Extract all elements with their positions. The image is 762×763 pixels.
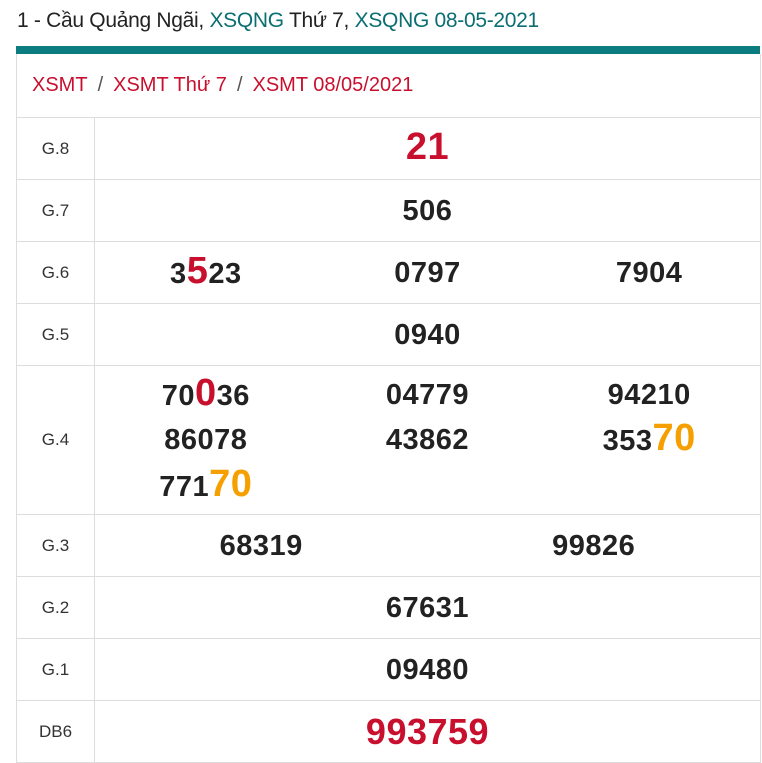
prize-numbers: 70036 04779 94210 86078 43862 35370 77170 bbox=[95, 366, 760, 514]
highlighted-digits: 5 bbox=[186, 250, 209, 292]
title-text: Thứ 7, bbox=[283, 9, 355, 32]
prize-row-g8: G.8 21 bbox=[17, 118, 760, 180]
prize-number: 09480 bbox=[386, 649, 469, 691]
xsqng-date-link[interactable]: XSQNG 08-05-2021 bbox=[354, 9, 540, 32]
highlighted-digits: 21 bbox=[405, 126, 450, 168]
prize-row-g6: G.6 3523 0797 7904 bbox=[17, 242, 760, 304]
prize-number: 04779 bbox=[386, 374, 469, 416]
prize-number: 7904 bbox=[616, 252, 683, 294]
prize-number: 70036 bbox=[162, 372, 250, 417]
prize-number: 0797 bbox=[394, 252, 461, 294]
prize-number: 68319 bbox=[220, 525, 303, 567]
page-title: 1 - Cầu Quảng Ngãi, XSQNG Thứ 7, XSQNG 0… bbox=[17, 9, 539, 33]
breadcrumb-separator: / bbox=[97, 74, 104, 96]
digits: 43862 bbox=[385, 423, 470, 456]
digits: 68319 bbox=[219, 529, 303, 562]
prize-numbers: 67631 bbox=[95, 577, 760, 638]
prize-number: 86078 bbox=[164, 419, 247, 461]
digits: 04779 bbox=[385, 378, 470, 411]
digits: 3 bbox=[170, 258, 187, 290]
highlighted-digits: 70 bbox=[652, 417, 696, 460]
prize-label: G.8 bbox=[17, 118, 95, 179]
highlighted-digits: 0 bbox=[195, 372, 217, 415]
prize-label: G.6 bbox=[17, 242, 95, 303]
prize-number: 0940 bbox=[394, 314, 461, 356]
highlighted-digits: 70 bbox=[209, 462, 253, 505]
prize-numbers: 68319 99826 bbox=[95, 515, 760, 576]
digits: 99826 bbox=[552, 529, 636, 562]
prize-label: G.2 bbox=[17, 577, 95, 638]
prize-label: DB6 bbox=[17, 701, 95, 762]
digits: 09480 bbox=[385, 653, 470, 686]
prize-numbers: 09480 bbox=[95, 639, 760, 700]
prize-label: G.3 bbox=[17, 515, 95, 576]
prize-row-g7: G.7 506 bbox=[17, 180, 760, 242]
prize-number: 99826 bbox=[552, 525, 635, 567]
prize-numbers: 3523 0797 7904 bbox=[95, 242, 760, 303]
digits: 506 bbox=[402, 194, 453, 227]
breadcrumb-xsmt-thu7[interactable]: XSMT Thứ 7 bbox=[113, 74, 227, 96]
prize-number: 43862 bbox=[386, 419, 469, 461]
header-bar bbox=[16, 46, 760, 54]
prize-row-g3: G.3 68319 99826 bbox=[17, 515, 760, 577]
breadcrumb-xsmt-date[interactable]: XSMT 08/05/2021 bbox=[252, 74, 414, 96]
prize-row-db6: DB6 993759 bbox=[17, 701, 760, 763]
prize-number: 77170 bbox=[159, 463, 252, 508]
digits: 0797 bbox=[394, 256, 461, 289]
prize-row-g1: G.1 09480 bbox=[17, 639, 760, 701]
prize-row-g2: G.2 67631 bbox=[17, 577, 760, 639]
digits: 23 bbox=[208, 258, 242, 290]
prize-numbers: 993759 bbox=[95, 701, 760, 762]
prize-number: 506 bbox=[403, 190, 453, 232]
digits: 86078 bbox=[164, 423, 248, 456]
xsqng-link[interactable]: XSQNG bbox=[209, 9, 284, 32]
digits: 67631 bbox=[385, 591, 470, 624]
prize-number: 3523 bbox=[170, 250, 242, 295]
digits: 70 bbox=[161, 380, 195, 413]
breadcrumb-separator: / bbox=[236, 74, 243, 96]
digits: 0940 bbox=[394, 318, 461, 351]
breadcrumb-xsmt[interactable]: XSMT bbox=[32, 74, 88, 96]
prize-label: G.1 bbox=[17, 639, 95, 700]
breadcrumb: XSMT / XSMT Thứ 7 / XSMT 08/05/2021 bbox=[17, 54, 760, 118]
digits: 993759 bbox=[365, 710, 490, 752]
digits: 7904 bbox=[615, 256, 683, 289]
prize-numbers: 0940 bbox=[95, 304, 760, 365]
digits: 94210 bbox=[607, 378, 691, 411]
prize-label: G.4 bbox=[17, 366, 95, 514]
prize-numbers: 21 bbox=[95, 118, 760, 179]
prize-number: 35370 bbox=[603, 417, 696, 462]
prize-number: 67631 bbox=[386, 587, 469, 629]
prize-numbers: 506 bbox=[95, 180, 760, 241]
prize-number: 993759 bbox=[366, 711, 489, 753]
results-table: XSMT / XSMT Thứ 7 / XSMT 08/05/2021 G.8 2… bbox=[16, 54, 761, 763]
prize-label: G.7 bbox=[17, 180, 95, 241]
title-text: 1 - Cầu Quảng Ngãi, bbox=[17, 9, 210, 32]
prize-label: G.5 bbox=[17, 304, 95, 365]
digits: 36 bbox=[216, 380, 250, 413]
digits: 353 bbox=[602, 425, 653, 458]
prize-row-g4: G.4 70036 04779 94210 86078 43862 35370 77170 bbox=[17, 366, 760, 515]
prize-number: 94210 bbox=[608, 374, 691, 416]
prize-number: 21 bbox=[406, 126, 449, 171]
prize-row-g5: G.5 0940 bbox=[17, 304, 760, 366]
digits: 771 bbox=[159, 470, 210, 503]
